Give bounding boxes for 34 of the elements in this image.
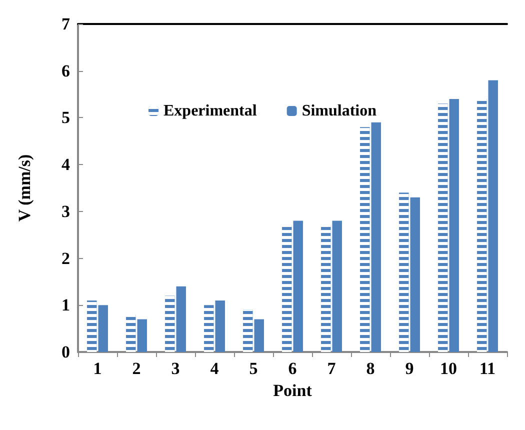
bar (371, 122, 381, 352)
x-tick-label: 1 (93, 359, 102, 378)
bar (488, 80, 498, 352)
x-tick-label: 10 (440, 359, 457, 378)
x-tick-label: 6 (288, 359, 297, 378)
bar (449, 98, 459, 352)
y-tick-label: 2 (62, 248, 70, 268)
x-tick-label: 5 (249, 359, 258, 378)
y-tick-label: 0 (62, 342, 70, 362)
x-tick-label: 11 (479, 359, 496, 378)
bar (176, 286, 186, 352)
bar (215, 300, 225, 352)
bar (98, 305, 108, 352)
x-tick-label: 9 (405, 359, 414, 378)
y-tick-label: 5 (62, 108, 70, 128)
y-axis-title: V (mm/s) (15, 154, 34, 222)
bar (254, 319, 264, 352)
bar (410, 197, 420, 352)
bar (332, 220, 342, 352)
x-tick-label: 8 (366, 359, 375, 378)
legend-label: Experimental (163, 102, 258, 120)
y-tick-label: 1 (62, 296, 70, 315)
legend-label: Simulation (302, 102, 377, 120)
x-tick-label: 2 (132, 359, 141, 378)
bar (293, 220, 303, 352)
y-tick-label: 3 (62, 202, 70, 221)
x-tick-label: 3 (171, 359, 180, 378)
bar (137, 319, 147, 352)
y-tick-label: 4 (62, 155, 70, 174)
x-axis-title: Point (273, 381, 312, 400)
y-tick-label: 7 (62, 14, 70, 34)
x-tick-label: 7 (327, 359, 336, 378)
y-tick-label: 6 (62, 61, 70, 80)
x-tick-label: 4 (210, 359, 220, 378)
